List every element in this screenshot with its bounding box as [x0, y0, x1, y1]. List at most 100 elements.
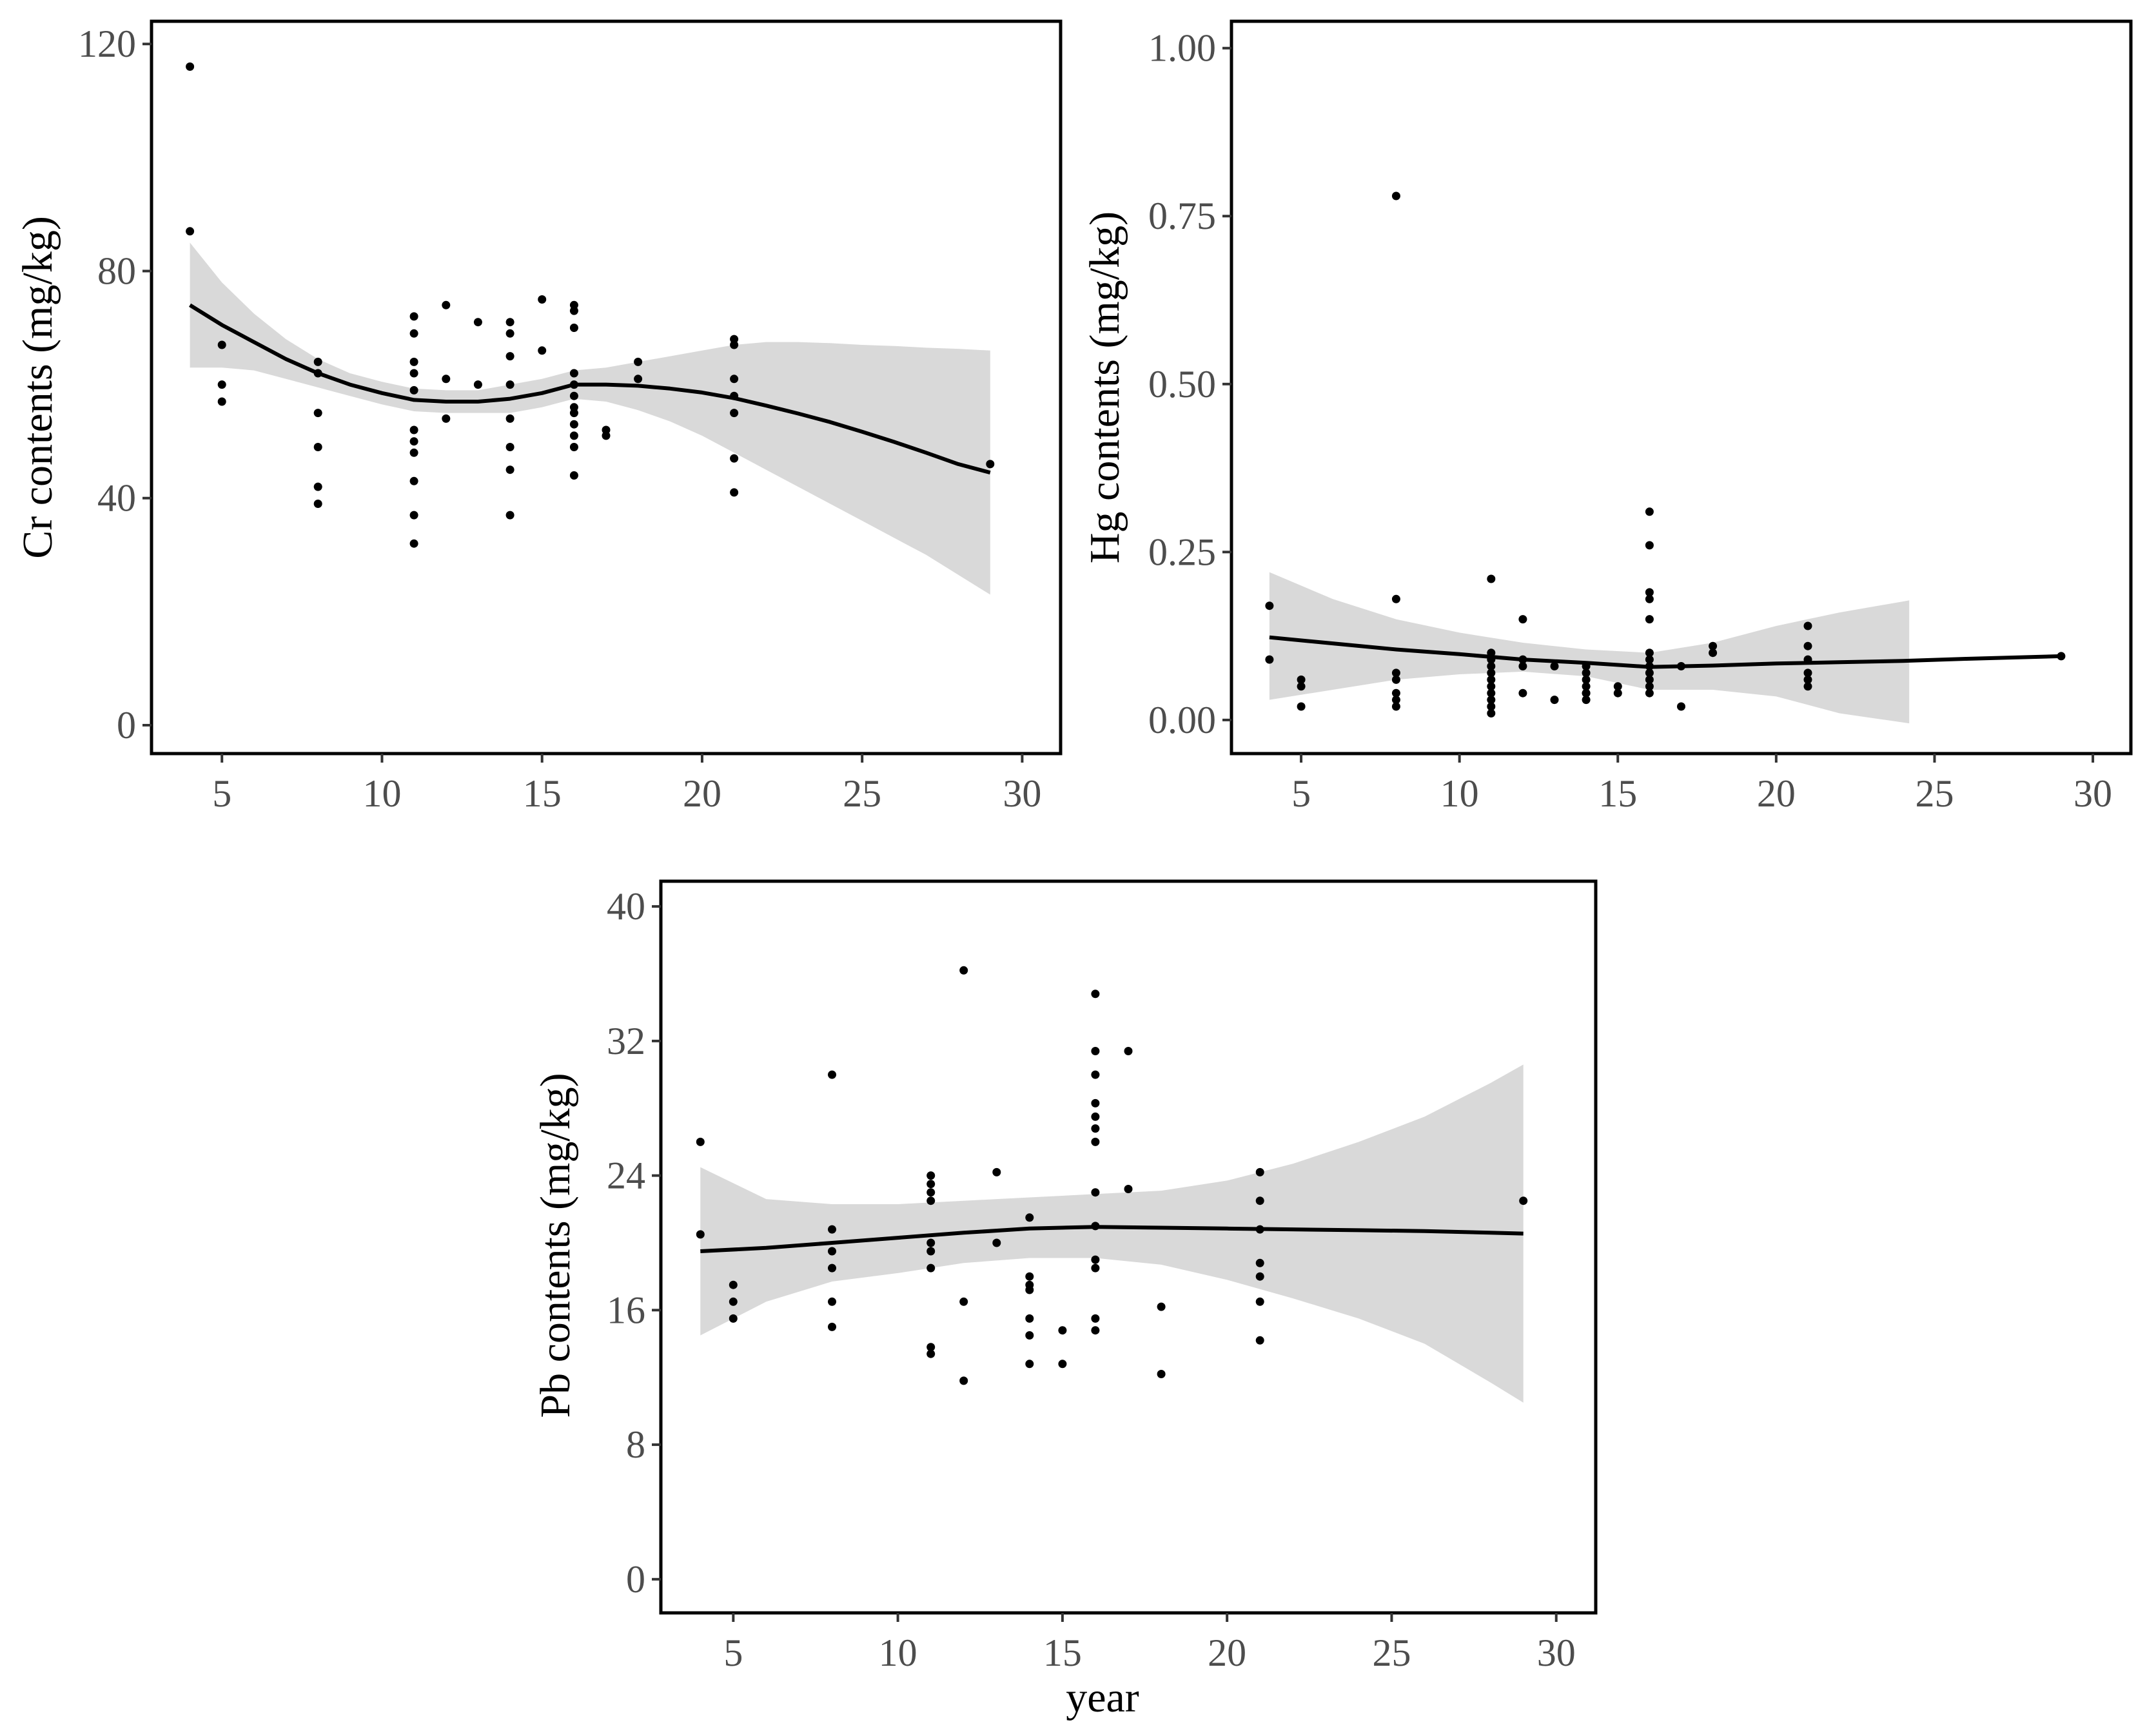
pb-data-point — [926, 1343, 936, 1352]
pb-x-axis-title: year — [1066, 1674, 1139, 1721]
cr-data-point — [505, 443, 515, 451]
cr-data-point — [409, 511, 418, 520]
hg-data-point — [1803, 655, 1812, 664]
hg-data-point — [1487, 696, 1496, 705]
hg-data-point — [1391, 696, 1400, 705]
cr-data-point — [569, 391, 578, 400]
cr-data-point — [217, 340, 226, 349]
pb-data-point — [959, 1376, 968, 1385]
cr-data-point — [409, 539, 418, 548]
hg-data-point — [1391, 668, 1400, 678]
pb-data-point — [1091, 990, 1100, 999]
cr-data-point — [730, 488, 739, 497]
pb-x-tick-label: 5 — [723, 1632, 743, 1674]
cr-y-tick-label: 120 — [78, 23, 136, 65]
hg-confidence-ribbon — [1269, 572, 1910, 724]
hg-data-point — [1391, 594, 1400, 603]
cr-data-point — [569, 306, 578, 315]
cr-data-point — [505, 380, 515, 389]
hg-data-point — [1645, 655, 1654, 664]
pb-data-point — [1091, 1124, 1100, 1133]
cr-data-point — [442, 375, 451, 384]
hg-data-point — [1582, 696, 1591, 705]
pb-data-point — [926, 1247, 936, 1256]
hg-data-point — [1265, 601, 1274, 610]
cr-data-point — [313, 409, 322, 418]
pb-data-point — [1255, 1258, 1264, 1267]
cr-x-tick-label: 15 — [523, 772, 562, 815]
pb-data-point — [959, 966, 968, 975]
cr-data-point — [569, 471, 578, 480]
hg-data-point — [1487, 675, 1496, 684]
cr-data-point — [505, 465, 515, 474]
cr-data-point — [313, 500, 322, 508]
cr-data-point — [505, 352, 515, 361]
hg-data-point — [1391, 191, 1400, 200]
cr-data-point — [409, 357, 418, 366]
pb-data-point — [1255, 1167, 1264, 1176]
pb-data-point — [1025, 1331, 1034, 1340]
hg-data-point — [1391, 702, 1400, 711]
cr-data-point — [409, 385, 418, 395]
hg-data-point — [1487, 702, 1496, 711]
hg-data-point — [1613, 688, 1622, 697]
pb-data-point — [1091, 1112, 1100, 1121]
pb-data-point — [1091, 1070, 1100, 1079]
cr-data-point — [409, 329, 418, 338]
pb-data-point — [1091, 1314, 1100, 1323]
pb-data-point — [1255, 1225, 1264, 1234]
pb-data-point — [828, 1070, 836, 1079]
pb-data-point — [1157, 1302, 1166, 1311]
hg-data-point — [1803, 641, 1812, 650]
pb-data-point — [926, 1188, 936, 1197]
hg-data-point — [1803, 675, 1812, 684]
hg-data-point — [1487, 709, 1496, 717]
hg-data-point — [1391, 688, 1400, 697]
hg-data-point — [1709, 641, 1718, 650]
cr-data-point — [313, 443, 322, 451]
cr-data-point — [730, 335, 739, 344]
chart-hg: 5 10 15 20 25 30 0.00 0.25 0.50 0.75 1.00 Hg conte… — [1081, 19, 2133, 815]
pb-confidence-ribbon — [700, 1064, 1524, 1403]
chart-cr: 5 10 15 20 25 30 0 40 80 120 Cr contents (mg/kg) — [14, 19, 1063, 815]
hg-data-point — [1518, 655, 1527, 664]
pb-x-tick-label: 30 — [1537, 1632, 1576, 1674]
hg-data-point — [1803, 668, 1812, 678]
pb-data-point — [729, 1297, 738, 1306]
hg-x-tick-label: 5 — [1291, 772, 1311, 815]
cr-data-point — [313, 482, 322, 491]
hg-data-point — [1550, 662, 1559, 670]
cr-x-tick-label: 5 — [212, 772, 231, 815]
cr-data-point — [473, 318, 482, 327]
cr-data-point — [442, 300, 451, 309]
hg-data-point — [1582, 688, 1591, 697]
pb-data-point — [1025, 1314, 1034, 1323]
cr-data-point — [730, 409, 739, 418]
hg-x-tick-label: 25 — [1915, 772, 1954, 815]
cr-confidence-ribbon — [190, 242, 990, 595]
hg-data-point — [1645, 682, 1654, 691]
pb-data-point — [1058, 1326, 1067, 1335]
pb-data-point — [828, 1322, 836, 1331]
cr-data-point — [730, 340, 739, 349]
pb-data-point — [959, 1297, 968, 1306]
hg-y-axis-title: Hg contents (mg/kg) — [1081, 211, 1128, 563]
cr-y-tick-label: 40 — [97, 477, 136, 520]
pb-data-point — [992, 1167, 1001, 1176]
pb-data-point — [1124, 1047, 1133, 1055]
pb-data-point — [1124, 1185, 1133, 1193]
hg-data-point — [1582, 675, 1591, 684]
pb-data-point — [828, 1225, 836, 1234]
pb-x-tick-label: 15 — [1043, 1632, 1082, 1674]
cr-data-point — [409, 312, 418, 321]
hg-x-tick-label: 10 — [1440, 772, 1479, 815]
pb-data-point — [926, 1180, 936, 1189]
hg-data-point — [2057, 652, 2066, 661]
hg-y-tick-label: 0.75 — [1148, 195, 1216, 237]
cr-data-point — [602, 425, 611, 434]
cr-data-point — [409, 476, 418, 485]
pb-data-point — [926, 1349, 936, 1358]
hg-y-tick-label: 0.50 — [1148, 363, 1216, 405]
cr-data-point — [538, 295, 547, 304]
